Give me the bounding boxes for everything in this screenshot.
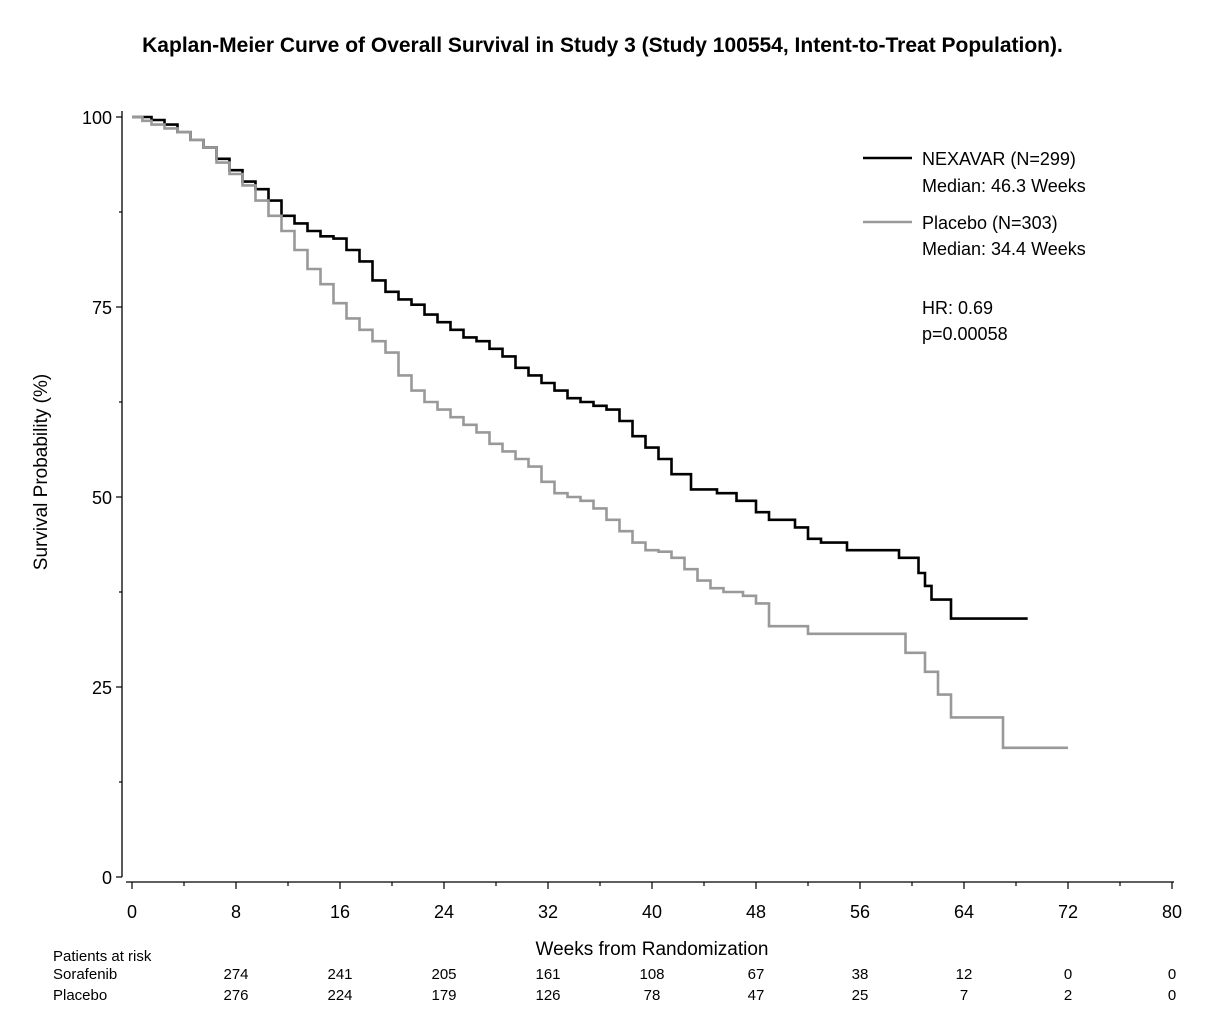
legend-median: Median: 34.4 Weeks	[922, 239, 1086, 259]
risk-value: 179	[431, 987, 456, 1004]
risk-value: 241	[327, 966, 352, 983]
risk-value: 161	[535, 966, 560, 983]
x-tick-label: 32	[538, 902, 558, 922]
x-tick-label: 0	[127, 902, 137, 922]
x-tick-label: 40	[642, 902, 662, 922]
y-tick-label: 75	[92, 298, 112, 318]
risk-value: 126	[535, 987, 560, 1004]
x-tick-label: 48	[746, 902, 766, 922]
p-value: p=0.00058	[922, 324, 1008, 344]
x-tick-label: 8	[231, 902, 241, 922]
risk-value: 0	[1064, 966, 1072, 983]
y-tick-label: 0	[102, 868, 112, 888]
risk-value: 0	[1168, 966, 1176, 983]
chart-title: Kaplan-Meier Curve of Overall Survival i…	[142, 34, 1063, 57]
x-tick-label: 64	[954, 902, 974, 922]
risk-value: 0	[1168, 987, 1176, 1004]
x-tick-label: 80	[1162, 902, 1182, 922]
risk-value: 108	[639, 966, 664, 983]
x-tick-label: 16	[330, 902, 350, 922]
risk-value: 205	[431, 966, 456, 983]
x-tick-label: 72	[1058, 902, 1078, 922]
risk-table-header: Patients at risk	[53, 948, 152, 965]
risk-value: 12	[956, 966, 973, 983]
x-axis-label: Weeks from Randomization	[535, 939, 768, 960]
hazard-ratio: HR: 0.69	[922, 298, 993, 318]
y-tick-label: 50	[92, 488, 112, 508]
x-tick-label: 56	[850, 902, 870, 922]
survival-curves	[132, 115, 1068, 750]
risk-value: 7	[960, 987, 968, 1004]
axes: 0 25 50 75 100 0 8 16 24 32 40 48 56 64 72 80	[82, 108, 1182, 922]
legend: NEXAVAR (N=299) Median: 46.3 Weeks Placebo…	[863, 149, 1086, 344]
risk-value: 276	[223, 987, 248, 1004]
legend-series-name: NEXAVAR (N=299)	[922, 149, 1076, 169]
y-tick-label: 25	[92, 678, 112, 698]
risk-value: 67	[748, 966, 765, 983]
x-tick-label: 24	[434, 902, 454, 922]
risk-row-label: Placebo	[53, 987, 107, 1004]
risk-value: 2	[1064, 987, 1072, 1004]
legend-series-name: Placebo (N=303)	[922, 213, 1058, 233]
y-tick-label: 100	[82, 108, 112, 128]
legend-median: Median: 46.3 Weeks	[922, 176, 1086, 196]
y-axis-label: Survival Probability (%)	[31, 374, 52, 570]
risk-row-label: Sorafenib	[53, 966, 117, 983]
risk-value: 224	[327, 987, 352, 1004]
risk-value: 274	[223, 966, 248, 983]
risk-value: 78	[644, 987, 661, 1004]
risk-value: 25	[852, 987, 869, 1004]
risk-value: 38	[852, 966, 869, 983]
nexavar-curve	[132, 115, 1028, 620]
placebo-curve	[132, 115, 1068, 750]
risk-value: 47	[748, 987, 765, 1004]
